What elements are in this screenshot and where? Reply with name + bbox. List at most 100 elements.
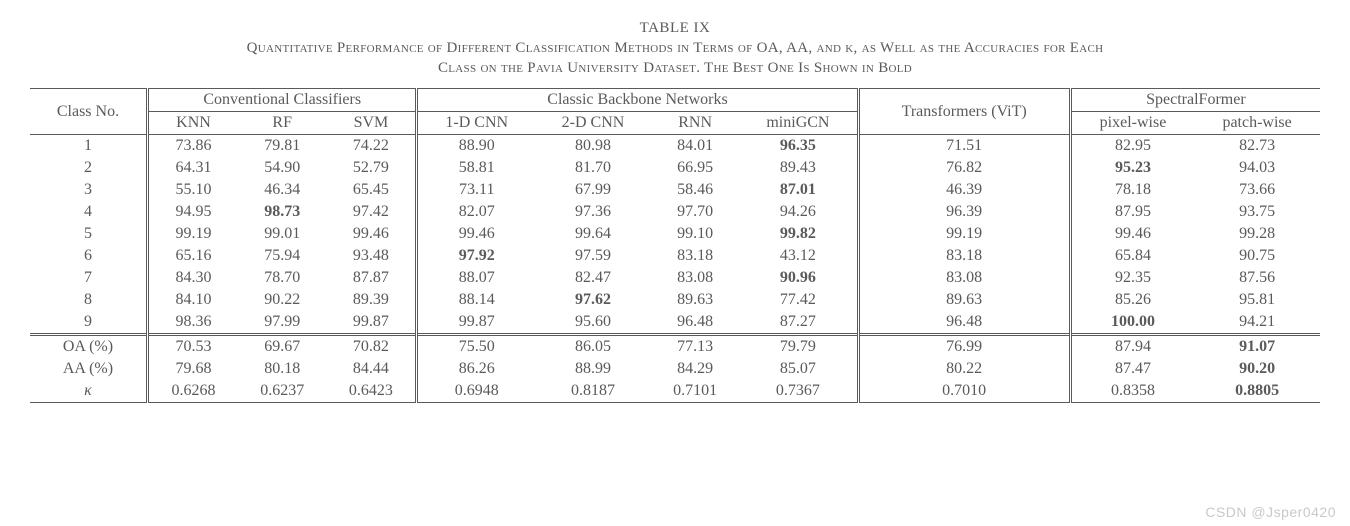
cell: 88.07 [417,267,535,289]
cell: 85.07 [739,358,858,380]
row-label: AA (%) [30,358,147,380]
cell: 46.39 [858,179,1070,201]
cell: 87.87 [326,267,417,289]
cell: 80.98 [535,135,651,158]
cell: 97.99 [238,311,326,335]
row-label: OA (%) [30,335,147,359]
cell: 46.34 [238,179,326,201]
cell: 90.22 [238,289,326,311]
cell: 58.46 [651,179,739,201]
header-group-backbone: Classic Backbone Networks [417,89,858,112]
cell: 77.42 [739,289,858,311]
cell: 84.30 [147,267,238,289]
cell: 79.79 [739,335,858,359]
header-svm: SVM [326,112,417,135]
cell: 92.35 [1070,267,1194,289]
table-row: 173.8679.8174.2288.9080.9884.0196.3571.5… [30,135,1320,158]
row-label: 4 [30,201,147,223]
table-row: 599.1999.0199.4699.4699.6499.1099.8299.1… [30,223,1320,245]
cell: 66.95 [651,157,739,179]
cell: 84.01 [651,135,739,158]
cell: 99.10 [651,223,739,245]
header-rf: RF [238,112,326,135]
cell: 65.16 [147,245,238,267]
cell: 87.01 [739,179,858,201]
cell: 99.46 [326,223,417,245]
cell: 0.7010 [858,380,1070,403]
cell: 75.50 [417,335,535,359]
cell: 88.90 [417,135,535,158]
row-label: 2 [30,157,147,179]
cell: 67.99 [535,179,651,201]
cell: 95.60 [535,311,651,335]
row-label: 7 [30,267,147,289]
cell: 97.59 [535,245,651,267]
header-2dcnn: 2-D CNN [535,112,651,135]
cell: 89.43 [739,157,858,179]
table-row: 264.3154.9052.7958.8181.7066.9589.4376.8… [30,157,1320,179]
watermark: CSDN @Jsper0420 [1205,504,1336,520]
cell: 82.47 [535,267,651,289]
cell: 98.73 [238,201,326,223]
cell: 86.26 [417,358,535,380]
cell: 52.79 [326,157,417,179]
cell: 99.28 [1194,223,1320,245]
cell: 73.66 [1194,179,1320,201]
cell: 75.94 [238,245,326,267]
cell: 81.70 [535,157,651,179]
cell: 99.82 [739,223,858,245]
cell: 79.81 [238,135,326,158]
cell: 99.64 [535,223,651,245]
cell: 84.29 [651,358,739,380]
header-class-no: Class No. [30,89,147,135]
cell: 91.07 [1194,335,1320,359]
table-row: 665.1675.9493.4897.9297.5983.1843.1283.1… [30,245,1320,267]
row-label: 8 [30,289,147,311]
cell: 0.7101 [651,380,739,403]
header-pixelwise: pixel-wise [1070,112,1194,135]
cell: 89.63 [858,289,1070,311]
cell: 98.36 [147,311,238,335]
table-row: 884.1090.2289.3988.1497.6289.6377.4289.6… [30,289,1320,311]
cell: 79.68 [147,358,238,380]
cell: 84.44 [326,358,417,380]
cell: 97.62 [535,289,651,311]
header-knn: KNN [147,112,238,135]
cell: 90.75 [1194,245,1320,267]
row-label: 1 [30,135,147,158]
cell: 85.26 [1070,289,1194,311]
cell: 78.70 [238,267,326,289]
cell: 80.22 [858,358,1070,380]
cell: 83.18 [858,245,1070,267]
cell: 87.94 [1070,335,1194,359]
cell: 95.81 [1194,289,1320,311]
cell: 96.48 [651,311,739,335]
table-container: TABLE IX Quantitative Performance of Dif… [30,20,1320,403]
cell: 58.81 [417,157,535,179]
cell: 96.39 [858,201,1070,223]
table-row: 494.9598.7397.4282.0797.3697.7094.2696.3… [30,201,1320,223]
table-body: 173.8679.8174.2288.9080.9884.0196.3571.5… [30,135,1320,335]
table-head: Class No. Conventional Classifiers Class… [30,89,1320,135]
cell: 99.19 [858,223,1070,245]
cell: 78.18 [1070,179,1194,201]
cell: 97.36 [535,201,651,223]
cell: 93.75 [1194,201,1320,223]
cell: 90.96 [739,267,858,289]
cell: 94.26 [739,201,858,223]
cell: 0.6423 [326,380,417,403]
cell: 86.05 [535,335,651,359]
header-minigcn: miniGCN [739,112,858,135]
cell: 0.8187 [535,380,651,403]
cell: 99.46 [1070,223,1194,245]
cell: 97.92 [417,245,535,267]
row-label: 9 [30,311,147,335]
cell: 99.19 [147,223,238,245]
cell: 82.95 [1070,135,1194,158]
header-patchwise: patch-wise [1194,112,1320,135]
cell: 94.95 [147,201,238,223]
cell: 89.63 [651,289,739,311]
cell: 87.95 [1070,201,1194,223]
cell: 99.87 [326,311,417,335]
cell: 0.6268 [147,380,238,403]
